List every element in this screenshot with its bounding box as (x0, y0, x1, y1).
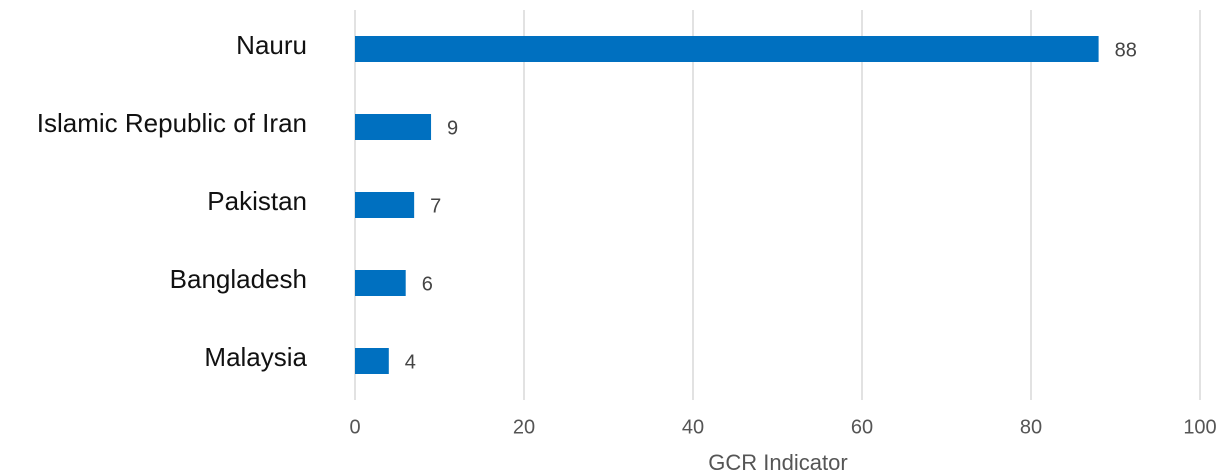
value-label: 4 (405, 351, 416, 373)
bar (355, 36, 1099, 62)
x-tick-label: 60 (851, 416, 873, 438)
x-tick-label: 100 (1183, 416, 1216, 438)
x-tick-label: 40 (682, 416, 704, 438)
value-label: 9 (447, 117, 458, 139)
y-tick-label: Pakistan (207, 186, 307, 216)
x-tick-label: 80 (1020, 416, 1042, 438)
x-tick-label: 20 (513, 416, 535, 438)
y-tick-label: Malaysia (204, 342, 307, 372)
x-tick-label: 0 (349, 416, 360, 438)
y-tick-label: Islamic Republic of Iran (37, 108, 307, 138)
bar (355, 114, 432, 140)
x-axis-title: GCR Indicator (708, 450, 847, 475)
bar (355, 270, 406, 296)
value-label: 7 (430, 195, 441, 217)
value-label: 88 (1115, 39, 1137, 61)
bar (355, 192, 415, 218)
y-tick-label: Bangladesh (170, 264, 307, 294)
bar (355, 348, 389, 374)
y-tick-label: Nauru (236, 30, 307, 60)
value-label: 6 (422, 273, 433, 295)
